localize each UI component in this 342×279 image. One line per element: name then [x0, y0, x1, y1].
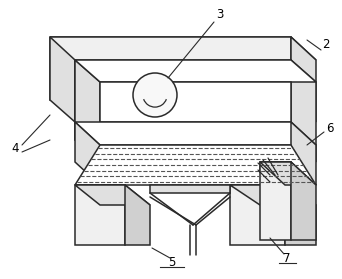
Polygon shape	[75, 122, 316, 145]
Polygon shape	[50, 37, 316, 60]
Text: 2: 2	[322, 39, 330, 52]
Polygon shape	[260, 162, 316, 185]
Polygon shape	[75, 60, 291, 140]
Polygon shape	[75, 122, 100, 185]
Polygon shape	[291, 60, 316, 162]
Text: 4: 4	[11, 141, 19, 155]
Polygon shape	[50, 37, 291, 100]
Polygon shape	[75, 60, 316, 82]
Text: 6: 6	[326, 121, 334, 134]
Polygon shape	[125, 185, 150, 245]
Polygon shape	[75, 185, 125, 245]
Polygon shape	[75, 60, 100, 162]
Polygon shape	[260, 162, 291, 240]
Text: 5: 5	[168, 256, 176, 268]
Polygon shape	[75, 145, 316, 185]
Polygon shape	[50, 37, 75, 122]
Polygon shape	[291, 37, 316, 122]
Text: 7: 7	[283, 251, 291, 264]
Polygon shape	[285, 185, 316, 245]
Polygon shape	[291, 162, 316, 240]
Polygon shape	[100, 82, 291, 122]
Text: 3: 3	[216, 8, 224, 21]
Polygon shape	[291, 122, 316, 185]
Polygon shape	[150, 185, 230, 193]
Polygon shape	[260, 162, 291, 172]
Circle shape	[133, 73, 177, 117]
Polygon shape	[230, 185, 316, 205]
Polygon shape	[75, 185, 150, 205]
Polygon shape	[230, 185, 285, 245]
